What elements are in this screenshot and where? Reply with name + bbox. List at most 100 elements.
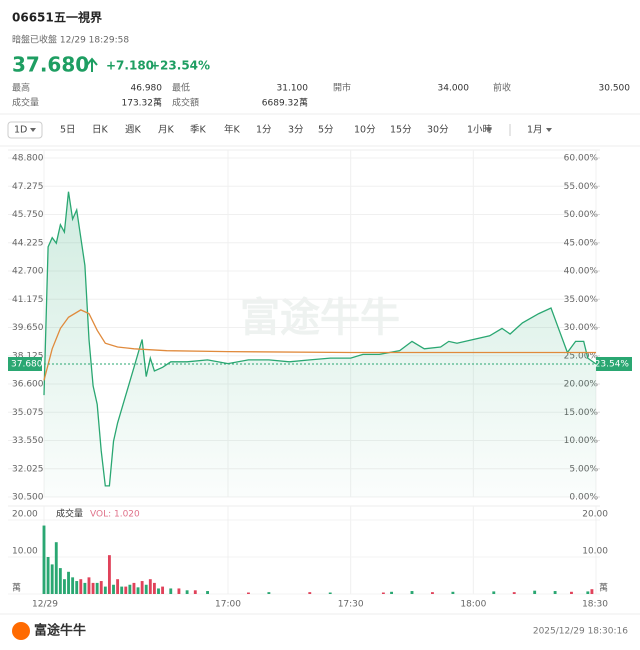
y-tick-label: 41.175 xyxy=(12,295,44,305)
volume-bar xyxy=(58,568,62,594)
tab[interactable]: 15分 xyxy=(390,125,412,136)
charts: 48.800 47.275 45.750 44.225 42.700 41.175 39.6… xyxy=(0,149,640,615)
tab[interactable]: 1月 xyxy=(527,125,543,136)
stock-code: 06651 xyxy=(12,11,54,25)
volume-title: 成交量 xyxy=(56,508,83,520)
stat-value: 173.32萬 xyxy=(122,97,163,109)
dropdown-arrow xyxy=(546,128,552,132)
y-tick-label: 30.500 xyxy=(12,493,44,503)
stock-name: 五一視界 xyxy=(54,10,102,25)
volume-bar xyxy=(95,582,99,594)
volume-bar xyxy=(206,591,209,594)
y-tick-label: 10.00 xyxy=(12,547,38,557)
y-tick-label: 35.075 xyxy=(12,408,44,418)
volume-bar xyxy=(54,542,58,594)
tab[interactable]: 10分 xyxy=(354,125,376,136)
price-change-pct: +23.54% xyxy=(150,59,210,73)
tab[interactable]: 年K xyxy=(224,124,241,136)
tab[interactable]: 週K xyxy=(125,124,142,136)
volume-bar xyxy=(103,586,107,594)
x-tick-label: 12/29 xyxy=(32,600,58,610)
volume-bar xyxy=(247,592,250,594)
volume-bar xyxy=(590,589,594,594)
y-tick-label-right: 10.00 xyxy=(582,547,608,557)
y-tick-label: 36.600 xyxy=(12,380,44,390)
tab[interactable]: 30分 xyxy=(427,125,449,136)
tab[interactable]: 5分 xyxy=(318,125,334,136)
volume-bar xyxy=(63,579,66,594)
volume-bar xyxy=(328,592,332,594)
dropdown-arrow xyxy=(30,128,36,132)
x-tick-label: 18:30 xyxy=(582,600,608,610)
y2-tick-label: 35.00% xyxy=(564,295,599,305)
volume-bar xyxy=(136,587,140,594)
tab[interactable]: 日K xyxy=(92,125,109,136)
x-tick-label: 17:00 xyxy=(215,600,241,610)
volume-bar xyxy=(390,591,393,594)
stat-label: 成交量 xyxy=(12,97,39,109)
brand-logo xyxy=(12,622,30,640)
stats: 最高 46.980 最低 31.100 開市 34.000 前收 30.500 成交量 173.3… xyxy=(0,82,640,115)
volume-bar xyxy=(128,584,132,594)
y-tick-label: 萬 xyxy=(12,582,21,594)
volume-bar xyxy=(116,579,120,594)
tab[interactable]: 月K xyxy=(158,125,175,136)
volume-bar xyxy=(169,588,173,594)
y-tick-label: 45.750 xyxy=(12,210,44,220)
y-tick-label: 33.550 xyxy=(12,436,44,446)
reference-tag xyxy=(8,356,42,371)
tab[interactable]: 1分 xyxy=(256,125,272,136)
reference-tag xyxy=(596,356,632,371)
price-area xyxy=(44,191,596,497)
y-tick-label: 44.225 xyxy=(12,238,44,248)
stat-value: 30.500 xyxy=(599,84,631,94)
tab[interactable]: 1D xyxy=(14,125,27,136)
y2-tick-label: 60.00% xyxy=(564,154,599,164)
volume-bar xyxy=(152,582,156,594)
volume-bar xyxy=(410,591,414,594)
volume-bar xyxy=(107,555,111,594)
stat-value: 31.100 xyxy=(277,84,309,94)
volume-bar xyxy=(99,581,103,594)
stat-label: 最高 xyxy=(12,82,30,94)
volume-bar xyxy=(83,582,87,594)
volume-bar xyxy=(157,588,160,594)
tab[interactable]: 1小時 xyxy=(467,125,493,136)
volume-bar xyxy=(267,592,271,594)
volume-bar xyxy=(112,584,115,594)
volume-bar xyxy=(75,581,79,594)
y-tick-label: 48.800 xyxy=(12,154,44,164)
y-tick-label: 39.650 xyxy=(12,323,44,333)
volume-bar xyxy=(381,592,385,594)
y2-tick-label: 30.00% xyxy=(564,323,599,333)
volume-bar xyxy=(124,586,128,594)
volume-bar xyxy=(451,591,455,594)
y-tick-label: 32.025 xyxy=(12,464,44,474)
stat-label: 最低 xyxy=(172,82,190,94)
volume-bar xyxy=(140,581,144,594)
y2-tick-label: 40.00% xyxy=(564,267,599,277)
y2-tick-label: 0.00% xyxy=(569,493,598,503)
volume-bar xyxy=(79,579,83,594)
volume-bar xyxy=(431,592,434,594)
volume-annotation: VOL: 1.020 xyxy=(90,510,140,520)
stat-label: 開市 xyxy=(333,82,351,94)
volume-bar xyxy=(553,591,557,594)
price-change: +7.180 xyxy=(106,59,154,73)
stat-value: 46.980 xyxy=(131,84,163,94)
y-tick-label: 47.275 xyxy=(12,182,44,192)
y-tick-label: 42.700 xyxy=(12,267,44,277)
y-tick-label: 20.00 xyxy=(12,510,38,520)
volume-bar xyxy=(570,591,573,594)
volume-bar xyxy=(308,592,312,594)
tab[interactable]: 5日 xyxy=(60,125,76,136)
volume-bar xyxy=(586,591,590,594)
tab[interactable]: 3分 xyxy=(288,125,304,136)
volume-bar xyxy=(492,591,496,594)
reference-label: 37.680 xyxy=(11,359,43,369)
tab[interactable]: 季K xyxy=(190,124,207,136)
y-tick-label-right: 20.00 xyxy=(582,510,608,520)
volume-bar xyxy=(91,582,95,594)
x-tick-label: 17:30 xyxy=(338,600,364,610)
